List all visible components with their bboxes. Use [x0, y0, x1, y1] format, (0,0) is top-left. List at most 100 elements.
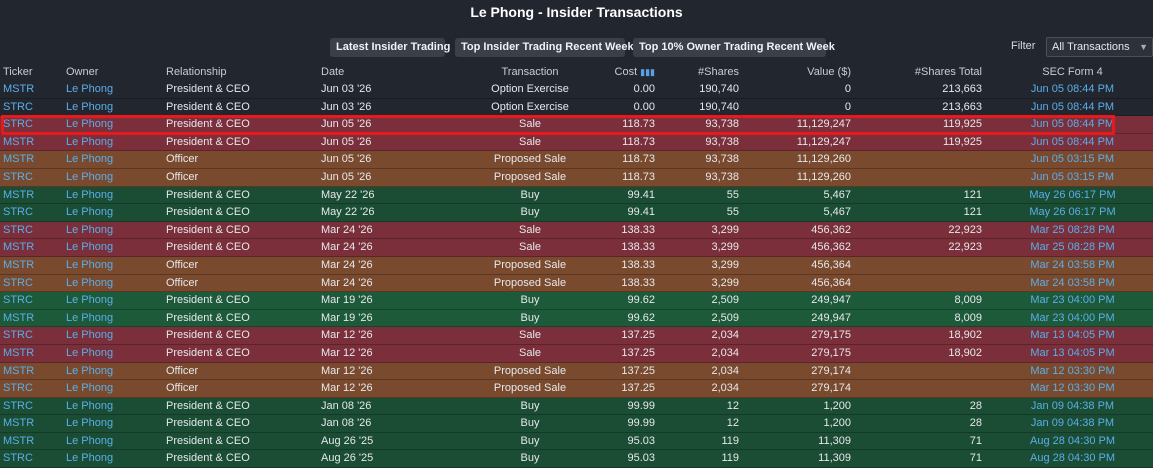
top-10-owner-trading-recent-week-button[interactable]: Top 10% Owner Trading Recent Week — [633, 38, 835, 57]
table-row[interactable]: MSTR Le Phong Officer Mar 24 '26 Proposed Sa… — [0, 256, 1153, 275]
table-row[interactable]: MSTR Le Phong President & CEO Jun 03 '26 Opt… — [0, 81, 1153, 99]
sec-form-link[interactable]: Mar 25 08:28 PM — [1030, 241, 1115, 254]
sec-form-link[interactable]: Mar 23 04:00 PM — [1030, 311, 1115, 324]
column-header-sec-form-4[interactable]: SEC Form 4 — [1042, 66, 1103, 78]
ticker-link[interactable]: STRC — [3, 206, 33, 219]
sec-form-link[interactable]: May 26 06:17 PM — [1029, 206, 1116, 219]
ticker-link[interactable]: STRC — [3, 329, 33, 342]
owner-link[interactable]: Le Phong — [66, 294, 114, 307]
owner-link[interactable]: Le Phong — [66, 206, 114, 219]
table-row[interactable]: MSTR Le Phong President & CEO Jun 05 '26 Sal… — [0, 133, 1153, 152]
owner-link[interactable]: Le Phong — [66, 153, 114, 166]
ticker-link[interactable]: STRC — [3, 452, 33, 465]
sec-form-link[interactable]: Jun 05 03:15 PM — [1030, 170, 1115, 183]
table-row[interactable]: STRC Le Phong President & CEO Mar 19 '26 Buy… — [0, 292, 1153, 310]
table-row[interactable]: MSTR Le Phong President & CEO Jan 08 '26 Buy… — [0, 415, 1153, 433]
column-header-cost[interactable]: Cost ▮▮▮ — [580, 63, 655, 81]
table-row[interactable]: STRC Le Phong Officer Mar 12 '26 Proposed Sa… — [0, 380, 1153, 398]
filter-select[interactable]: All Transactions ▼ — [1046, 37, 1153, 57]
ticker-link[interactable]: STRC — [3, 223, 33, 236]
sec-form-link[interactable]: Jan 09 04:38 PM — [1030, 417, 1115, 430]
latest-insider-trading-button[interactable]: Latest Insider Trading — [330, 38, 450, 57]
table-row[interactable]: MSTR Le Phong President & CEO Mar 24 '26 Sal… — [0, 239, 1153, 257]
column-header-relationship[interactable]: Relationship — [166, 66, 227, 78]
sec-form-link[interactable]: Mar 12 03:30 PM — [1030, 364, 1115, 377]
ticker-link[interactable]: MSTR — [3, 83, 35, 95]
owner-link[interactable]: Le Phong — [66, 417, 114, 430]
table-row[interactable]: MSTR Le Phong President & CEO Mar 12 '26 Sal… — [0, 344, 1153, 363]
sec-form-link[interactable]: Mar 24 03:58 PM — [1030, 276, 1115, 289]
sec-form-link[interactable]: Jan 09 04:38 PM — [1030, 399, 1115, 412]
sec-form-link[interactable]: Mar 13 04:05 PM — [1030, 346, 1115, 359]
ticker-link[interactable]: MSTR — [3, 434, 35, 447]
table-row[interactable]: MSTR Le Phong Officer Jun 05 '26 Proposed Sa… — [0, 151, 1153, 169]
ticker-link[interactable]: MSTR — [3, 364, 35, 377]
table-row[interactable]: MSTR Le Phong President & CEO Aug 26 '25 Buy… — [0, 432, 1153, 451]
owner-link[interactable]: Le Phong — [66, 452, 114, 465]
owner-link[interactable]: Le Phong — [66, 241, 114, 254]
owner-link[interactable]: Le Phong — [66, 83, 114, 95]
ticker-link[interactable]: MSTR — [3, 417, 35, 430]
owner-link[interactable]: Le Phong — [66, 382, 114, 395]
ticker-link[interactable]: STRC — [3, 294, 33, 307]
owner-link[interactable]: Le Phong — [66, 434, 114, 447]
table-row[interactable]: MSTR Le Phong Officer Mar 12 '26 Proposed Sa… — [0, 362, 1153, 381]
sec-form-link[interactable]: Jun 05 08:44 PM — [1030, 118, 1115, 131]
table-row[interactable]: STRC Le Phong President & CEO Mar 12 '26 Sal… — [0, 327, 1153, 345]
column-header-transaction[interactable]: Transaction — [501, 66, 559, 78]
top-insider-trading-recent-week-button[interactable]: Top Insider Trading Recent Week — [455, 38, 634, 57]
owner-link[interactable]: Le Phong — [66, 311, 114, 324]
sec-form-link[interactable]: Mar 12 03:30 PM — [1030, 382, 1115, 395]
table-row[interactable]: STRC Le Phong Officer Jun 05 '26 Proposed Sa… — [0, 168, 1153, 187]
column-header-shares[interactable]: #Shares — [698, 66, 739, 78]
owner-link[interactable]: Le Phong — [66, 399, 114, 412]
owner-link[interactable]: Le Phong — [66, 100, 114, 113]
sec-form-link[interactable]: Jun 05 03:15 PM — [1030, 153, 1115, 166]
column-header-ticker[interactable]: Ticker — [3, 66, 33, 78]
owner-link[interactable]: Le Phong — [66, 276, 114, 289]
table-row[interactable]: MSTR Le Phong President & CEO May 22 '26 Buy… — [0, 186, 1153, 205]
table-row[interactable]: STRC Le Phong President & CEO Aug 26 '25 Buy… — [0, 450, 1153, 468]
ticker-link[interactable]: MSTR — [3, 241, 35, 254]
owner-link[interactable]: Le Phong — [66, 135, 114, 148]
ticker-link[interactable]: MSTR — [3, 188, 35, 201]
column-header-shares-total[interactable]: #Shares Total — [914, 66, 982, 78]
sec-form-link[interactable]: May 26 06:17 PM — [1029, 188, 1116, 201]
sec-form-link[interactable]: Jun 05 08:44 PM — [1030, 135, 1115, 148]
ticker-link[interactable]: STRC — [3, 382, 33, 395]
table-row[interactable]: STRC Le Phong President & CEO May 22 '26 Buy… — [0, 204, 1153, 222]
column-header-owner[interactable]: Owner — [66, 66, 99, 78]
ticker-link[interactable]: STRC — [3, 276, 33, 289]
ticker-link[interactable]: MSTR — [3, 135, 35, 148]
sec-form-link[interactable]: Aug 28 04:30 PM — [1029, 434, 1115, 447]
owner-link[interactable]: Le Phong — [66, 364, 114, 377]
table-row[interactable]: STRC Le Phong President & CEO Jun 03 '26 Opt… — [0, 98, 1153, 117]
table-row[interactable]: STRC Le Phong President & CEO Mar 24 '26 Sal… — [0, 221, 1153, 240]
owner-link[interactable]: Le Phong — [66, 346, 114, 359]
sec-form-link[interactable]: Jun 05 08:44 PM — [1030, 100, 1115, 113]
owner-link[interactable]: Le Phong — [66, 170, 114, 183]
owner-link[interactable]: Le Phong — [66, 258, 114, 271]
owner-link[interactable]: Le Phong — [66, 118, 114, 131]
sec-form-link[interactable]: Jun 05 08:44 PM — [1030, 83, 1115, 95]
ticker-link[interactable]: STRC — [3, 170, 33, 183]
sec-form-link[interactable]: Mar 24 03:58 PM — [1030, 258, 1115, 271]
ticker-link[interactable]: MSTR — [3, 311, 35, 324]
owner-link[interactable]: Le Phong — [66, 223, 114, 236]
sec-form-link[interactable]: Aug 28 04:30 PM — [1029, 452, 1115, 465]
ticker-link[interactable]: MSTR — [3, 153, 35, 166]
ticker-link[interactable]: STRC — [3, 399, 33, 412]
table-row[interactable]: STRC Le Phong President & CEO Jun 05 '26 Sal… — [0, 116, 1153, 134]
column-header-date[interactable]: Date — [321, 66, 345, 78]
column-header-value[interactable]: Value ($) — [807, 66, 851, 78]
ticker-link[interactable]: STRC — [3, 100, 33, 113]
owner-link[interactable]: Le Phong — [66, 329, 114, 342]
sec-form-link[interactable]: Mar 13 04:05 PM — [1030, 329, 1115, 342]
ticker-link[interactable]: MSTR — [3, 258, 35, 271]
table-row[interactable]: MSTR Le Phong President & CEO Mar 19 '26 Buy… — [0, 309, 1153, 328]
owner-link[interactable]: Le Phong — [66, 188, 114, 201]
table-row[interactable]: STRC Le Phong President & CEO Jan 08 '26 Buy… — [0, 397, 1153, 416]
ticker-link[interactable]: MSTR — [3, 346, 35, 359]
sec-form-link[interactable]: Mar 23 04:00 PM — [1030, 294, 1115, 307]
sec-form-link[interactable]: Mar 25 08:28 PM — [1030, 223, 1115, 236]
